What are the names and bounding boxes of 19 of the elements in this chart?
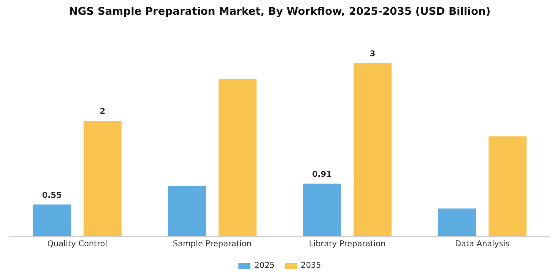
x-tick-label: Quality Control bbox=[47, 239, 108, 248]
bar bbox=[303, 184, 342, 236]
bar bbox=[33, 204, 72, 236]
bar bbox=[354, 63, 392, 236]
bar bbox=[168, 186, 206, 236]
bar bbox=[84, 121, 122, 236]
bar bbox=[218, 78, 257, 236]
bar bbox=[438, 208, 476, 236]
bar bbox=[488, 136, 527, 236]
data-label: 2 bbox=[100, 107, 106, 116]
chart-title: NGS Sample Preparation Market, By Workflow, 2025-2035 (USD Billion) bbox=[69, 6, 491, 18]
legend-label: 2025 bbox=[254, 261, 275, 270]
x-tick-label: Library Preparation bbox=[309, 239, 386, 248]
x-tick-label: Data Analysis bbox=[455, 239, 510, 248]
data-label: 0.55 bbox=[42, 190, 62, 200]
data-label: 3 bbox=[370, 50, 376, 59]
data-label: 0.91 bbox=[312, 170, 332, 180]
x-tick-label: Sample Preparation bbox=[173, 239, 252, 248]
legend-label: 2035 bbox=[301, 261, 322, 270]
